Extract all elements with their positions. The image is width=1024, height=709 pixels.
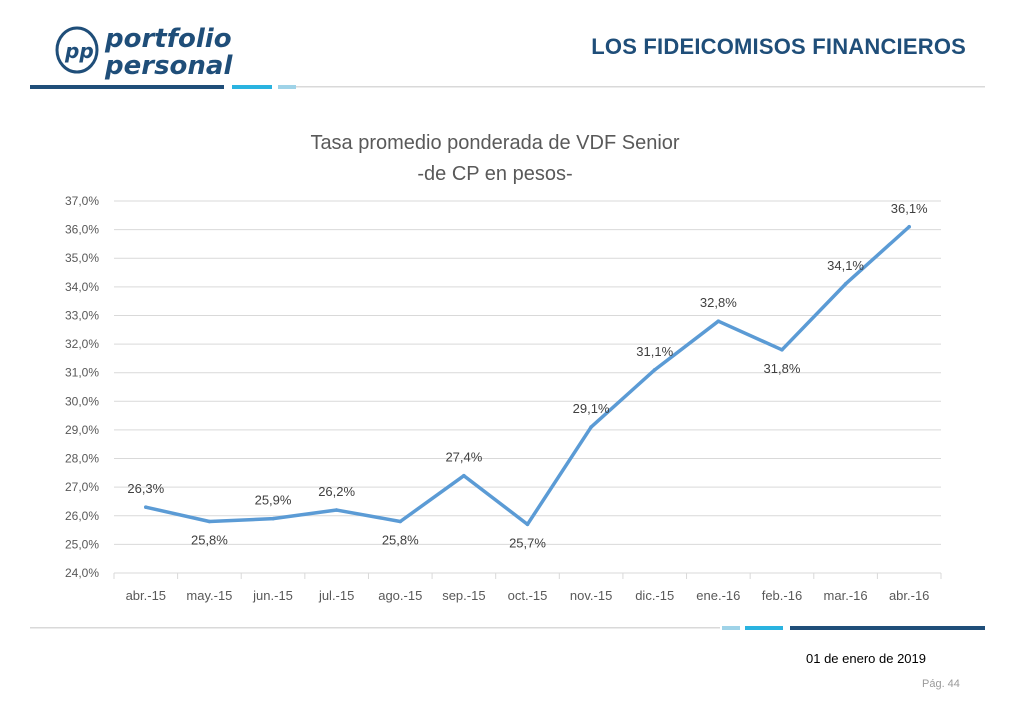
data-point — [271, 516, 275, 521]
data-label: 27,4% — [445, 450, 482, 465]
data-label: 32,8% — [700, 295, 737, 310]
y-tick-label: 29,0% — [65, 423, 99, 437]
y-tick-label: 30,0% — [65, 394, 99, 408]
data-point — [525, 522, 530, 527]
x-tick-label: abr.-15 — [126, 588, 166, 603]
data-label: 25,7% — [509, 535, 546, 550]
gridlines — [114, 200, 941, 574]
header-bar-light — [278, 85, 296, 89]
page-number: Pág. 44 — [922, 678, 960, 690]
series — [144, 224, 911, 527]
footer-date: 01 de enero de 2019 — [806, 651, 926, 666]
footer-line — [30, 627, 720, 629]
y-tick-label: 27,0% — [65, 480, 99, 494]
y-axis: 24,0% 25,0% 26,0% 27,0% 28,0% 29,0% 30,0% 31,0%… — [65, 194, 99, 580]
data-point — [843, 282, 848, 286]
y-tick-label: 33,0% — [65, 308, 99, 322]
y-tick-label: 32,0% — [65, 337, 99, 351]
x-tick-label: jun.-15 — [252, 588, 293, 603]
y-tick-label: 36,0% — [65, 223, 99, 237]
x-tick-label: may.-15 — [186, 588, 232, 603]
logo-monogram: pp — [64, 39, 94, 63]
logo-monogram-ring — [55, 26, 99, 74]
data-label: 26,3% — [127, 481, 164, 496]
y-tick-label: 26,0% — [65, 509, 99, 523]
footer-divider — [30, 626, 985, 630]
data-point — [144, 505, 148, 509]
x-tick-label: ene.-16 — [696, 588, 740, 603]
data-label: 36,1% — [891, 201, 928, 216]
data-point — [398, 519, 403, 524]
x-tick-label: dic.-15 — [635, 588, 674, 603]
data-label: 25,8% — [191, 532, 228, 547]
header-bar-mid — [232, 85, 272, 89]
chart-title: Tasa promedio ponderada de VDF Senior — [310, 132, 679, 154]
y-tick-label: 35,0% — [65, 251, 99, 265]
data-point — [907, 224, 911, 229]
x-tick-label: ago.-15 — [378, 588, 422, 603]
x-tick-label: sep.-15 — [442, 588, 485, 603]
x-tick-label: jul.-15 — [318, 588, 354, 603]
slide-title: LOS FIDEICOMISOS FINANCIEROS — [591, 34, 966, 59]
chart-subtitle: -de CP en pesos- — [417, 163, 572, 185]
data-point — [207, 519, 212, 524]
data-label: 29,1% — [573, 401, 610, 416]
data-point — [780, 348, 784, 352]
data-label: 25,8% — [382, 532, 419, 547]
data-point — [652, 368, 657, 372]
data-point — [334, 508, 339, 512]
data-label: 31,8% — [764, 361, 801, 376]
x-tick-label: oct.-15 — [508, 588, 548, 603]
portfolio-personal-logo: pp portfolio personal — [55, 24, 233, 80]
x-tick-label: feb.-16 — [762, 588, 802, 603]
data-label: 31,1% — [636, 344, 673, 359]
y-tick-label: 24,0% — [65, 566, 99, 580]
footer-bar-dark — [790, 626, 985, 630]
data-point — [589, 425, 593, 429]
y-tick-label: 28,0% — [65, 452, 99, 466]
x-tick-label: nov.-15 — [570, 588, 612, 603]
header-line — [296, 86, 985, 88]
footer-bar-light — [722, 626, 740, 630]
header-bar-dark — [30, 85, 224, 89]
y-tick-label: 25,0% — [65, 537, 99, 551]
y-tick-label: 34,0% — [65, 280, 99, 294]
y-tick-label: 37,0% — [65, 194, 99, 208]
data-label: 34,1% — [827, 258, 864, 273]
logo-name-line1: portfolio — [104, 24, 232, 54]
data-label: 25,9% — [255, 493, 292, 508]
x-axis: abr.-15 may.-15 jun.-15 jul.-15 ago.-15 sep.-… — [113, 573, 942, 603]
data-point — [716, 319, 721, 323]
footer-bar-mid — [745, 626, 783, 630]
y-tick-label: 31,0% — [65, 366, 99, 380]
x-tick-label: abr.-16 — [889, 588, 929, 603]
x-tick-label: mar.-16 — [824, 588, 868, 603]
data-point — [462, 473, 466, 478]
data-label: 26,2% — [318, 484, 355, 499]
data-labels: 26,3% 25,8% 25,9% 26,2% 25,8% 27,4% 25,7% 29,1%… — [127, 201, 928, 551]
logo-name-line2: personal — [104, 51, 233, 80]
header-divider — [30, 85, 985, 89]
